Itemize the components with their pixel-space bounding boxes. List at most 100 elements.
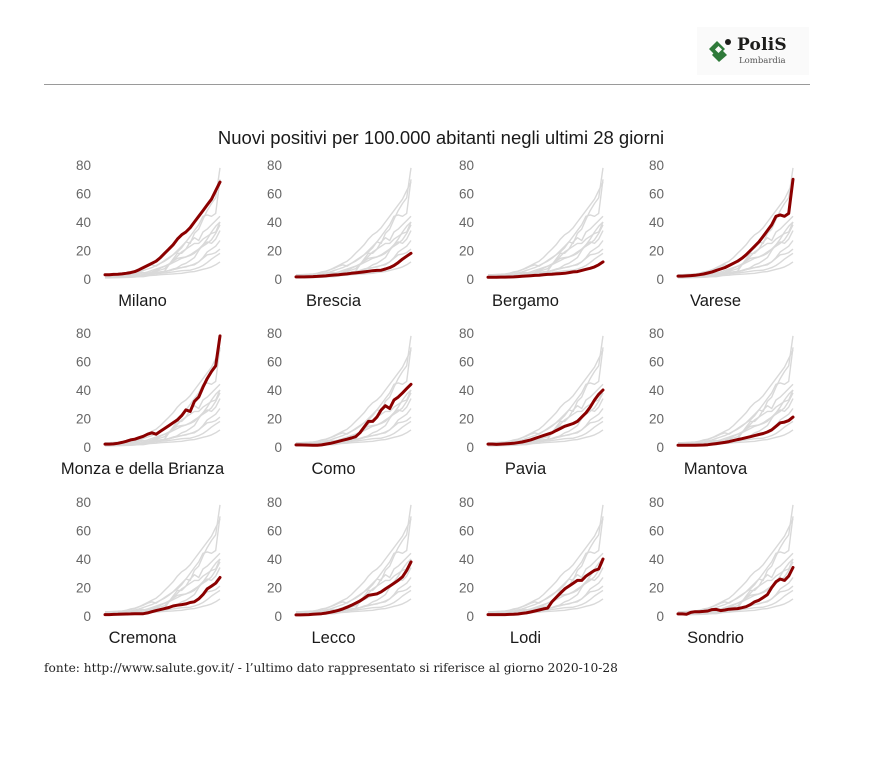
- y-tick-label: 0: [83, 609, 91, 624]
- y-tick-label: 0: [83, 440, 91, 455]
- panel-label: Como: [311, 460, 355, 478]
- y-tick-label: 20: [76, 412, 91, 427]
- panel-label: Cremona: [109, 629, 178, 647]
- y-tick-label: 60: [459, 187, 474, 202]
- highlight-series-line: [294, 560, 413, 617]
- y-tick-label: 80: [76, 495, 91, 510]
- panel-mantova: 0 20 40 60 80 Mantova: [649, 326, 795, 478]
- background-series-line: [296, 335, 412, 445]
- y-tick-label: 80: [267, 158, 282, 173]
- background-series-line: [296, 221, 412, 278]
- y-tick-label: 40: [459, 552, 474, 567]
- highlight-series-line: [486, 260, 605, 279]
- background-series-line: [488, 167, 604, 277]
- y-tick-label: 0: [656, 272, 664, 287]
- y-tick-label: 20: [459, 412, 474, 427]
- y-tick-label: 40: [267, 552, 282, 567]
- y-tick-label: 80: [267, 495, 282, 510]
- y-tick-label: 60: [267, 524, 282, 539]
- y-tick-label: 80: [459, 495, 474, 510]
- panel-label: Lodi: [510, 629, 541, 647]
- y-tick-label: 60: [76, 187, 91, 202]
- y-tick-label: 0: [466, 609, 474, 624]
- highlight-series-line: [103, 334, 222, 446]
- y-tick-label: 40: [459, 383, 474, 398]
- y-tick-label: 80: [459, 326, 474, 341]
- background-series-line: [488, 518, 604, 613]
- panel-lecco: 0 20 40 60 80 Lecco: [267, 495, 413, 647]
- panel-lodi: 0 20 40 60 80 Lodi: [459, 495, 605, 647]
- y-tick-label: 40: [267, 383, 282, 398]
- background-series-line: [296, 167, 412, 277]
- background-series-line: [678, 504, 794, 614]
- background-series-line: [105, 504, 221, 614]
- background-series-line: [678, 221, 794, 278]
- y-tick-label: 0: [274, 609, 282, 624]
- background-series-line: [296, 504, 412, 614]
- background-series-line: [296, 518, 412, 613]
- background-series-line: [678, 558, 794, 615]
- panel-label: Brescia: [306, 292, 362, 310]
- y-tick-label: 60: [267, 355, 282, 370]
- highlight-series-line: [486, 388, 605, 446]
- panel-label: Lecco: [311, 629, 355, 647]
- small-multiples-chart: 0 20 40 60 80 Milano 0 20 40 60 80 Brescia 0 20 40 60 80…: [61, 158, 795, 647]
- panel-label: Bergamo: [492, 292, 559, 310]
- y-tick-label: 0: [83, 272, 91, 287]
- background-series-line: [296, 567, 412, 615]
- highlight-series-line: [676, 415, 795, 447]
- background-series-line: [105, 398, 221, 446]
- panel-cremona: 0 20 40 60 80 Cremona: [76, 495, 222, 647]
- y-tick-label: 40: [76, 383, 91, 398]
- logo-subtext: Lombardia: [739, 56, 786, 66]
- y-tick-label: 0: [274, 440, 282, 455]
- y-tick-label: 0: [466, 440, 474, 455]
- y-tick-label: 60: [76, 524, 91, 539]
- y-tick-label: 80: [649, 495, 664, 510]
- y-tick-label: 0: [656, 440, 664, 455]
- y-tick-label: 20: [459, 244, 474, 259]
- y-tick-label: 80: [76, 326, 91, 341]
- y-tick-label: 60: [76, 355, 91, 370]
- y-tick-label: 80: [649, 158, 664, 173]
- y-tick-label: 80: [76, 158, 91, 173]
- y-tick-label: 80: [459, 158, 474, 173]
- y-tick-label: 60: [459, 355, 474, 370]
- source-note: fonte: http://www.salute.gov.it/ - l’ult…: [44, 661, 618, 675]
- highlight-series-line: [486, 557, 605, 617]
- background-series-line: [296, 349, 412, 444]
- background-series-line: [105, 221, 221, 278]
- y-tick-label: 40: [267, 215, 282, 230]
- panel-pavia: 0 20 40 60 80 Pavia: [459, 326, 605, 478]
- panel-brescia: 0 20 40 60 80 Brescia: [267, 158, 413, 310]
- logo-name: PoliS: [737, 35, 787, 55]
- panel-sondrio: 0 20 40 60 80 Sondrio: [649, 495, 795, 647]
- y-tick-label: 20: [267, 581, 282, 596]
- background-series-line: [488, 335, 604, 445]
- background-series-line: [296, 230, 412, 278]
- background-series-line: [488, 398, 604, 446]
- background-series-line: [488, 558, 604, 615]
- background-series-line: [105, 567, 221, 615]
- background-series-line: [105, 167, 221, 277]
- polis-logo-icon: [709, 39, 731, 62]
- background-series-line: [488, 349, 604, 444]
- y-tick-label: 40: [459, 215, 474, 230]
- chart-title: Nuovi positivi per 100.000 abitanti negl…: [217, 127, 665, 148]
- panel-como: 0 20 40 60 80 Como: [267, 326, 413, 478]
- y-tick-label: 0: [466, 272, 474, 287]
- highlight-series-line: [294, 251, 413, 279]
- panel-label: Varese: [690, 292, 741, 310]
- highlight-series-line: [103, 576, 222, 617]
- y-tick-label: 40: [76, 552, 91, 567]
- y-tick-label: 20: [267, 412, 282, 427]
- y-tick-label: 20: [459, 581, 474, 596]
- background-series-line: [678, 230, 794, 278]
- background-series-line: [488, 504, 604, 614]
- highlight-series-line: [676, 177, 795, 278]
- y-tick-label: 40: [649, 215, 664, 230]
- background-series-line: [105, 558, 221, 615]
- y-tick-label: 60: [649, 355, 664, 370]
- y-tick-label: 60: [267, 187, 282, 202]
- background-series-line: [105, 518, 221, 613]
